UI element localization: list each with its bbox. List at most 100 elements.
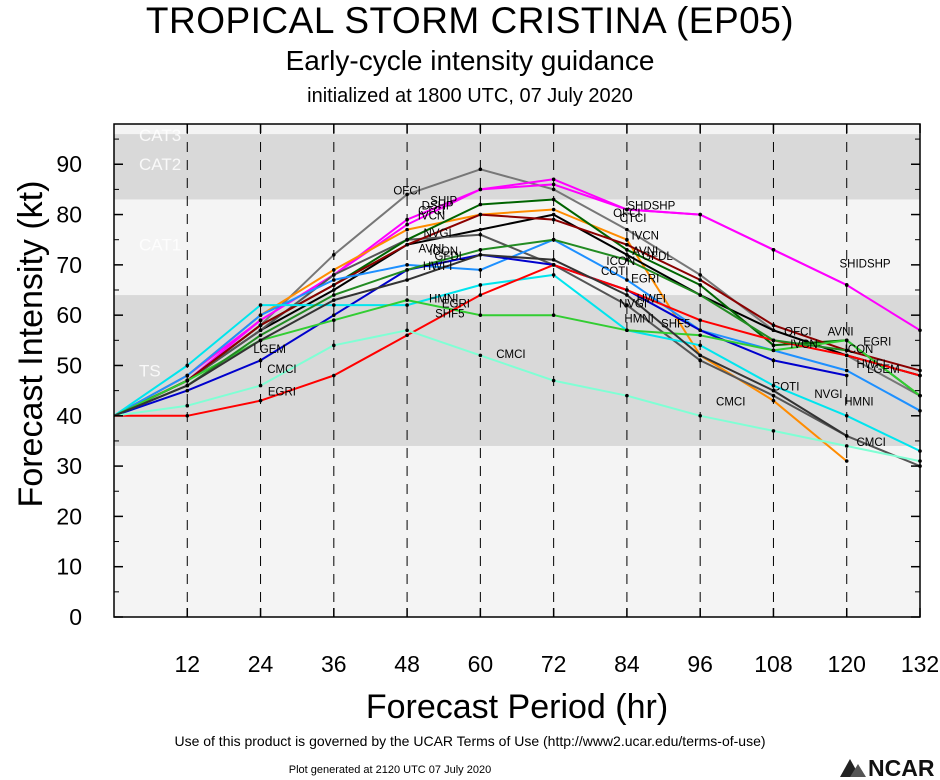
data-point-ship <box>258 318 263 322</box>
data-point-hmni <box>332 303 336 307</box>
data-point-coti <box>332 298 336 302</box>
data-point-hwfi <box>332 278 336 282</box>
data-point-nvgi <box>698 358 702 363</box>
data-point-shf5 <box>625 328 629 333</box>
x-tick-label: 12 <box>174 651 200 677</box>
data-point-hmni <box>185 363 190 368</box>
model-label-icon: ICON <box>429 246 458 258</box>
data-point-cmci <box>551 378 556 383</box>
y-tick-label: 90 <box>56 151 82 177</box>
category-band-cat3 <box>114 124 920 135</box>
data-point-hwfi <box>258 313 263 317</box>
data-point-dshp <box>405 222 409 227</box>
data-point-egri <box>478 293 483 297</box>
data-point-hmni <box>844 413 849 418</box>
y-tick-label: 20 <box>56 503 82 529</box>
data-point-shf5 <box>478 313 483 317</box>
data-point-icon <box>698 278 702 282</box>
model-label-cmci: CMCI <box>856 437 885 449</box>
y-axis-label: Forecast Intensity (kt) <box>12 181 50 508</box>
data-point-hmni <box>258 303 263 307</box>
x-tick-label: 72 <box>541 651 567 677</box>
model-label-lgem: LGEM <box>253 344 286 356</box>
data-point-ctci <box>551 207 556 212</box>
data-point-shf5 <box>332 318 336 322</box>
data-point-hmni <box>698 343 702 348</box>
data-point-gfdl <box>771 338 776 343</box>
data-point-icon <box>405 242 409 247</box>
series-line-hwfi <box>114 238 920 417</box>
data-point-nvgi <box>625 303 629 307</box>
data-point-lgem <box>698 328 702 333</box>
model-label-coti: COTI <box>601 266 628 278</box>
y-tick-label: 30 <box>56 453 82 479</box>
data-point-avni <box>698 283 702 287</box>
data-point-coti <box>625 293 629 297</box>
model-label-lgem: LGEM <box>867 364 900 376</box>
data-point-shf5 <box>185 378 190 383</box>
data-point-coti <box>771 388 776 393</box>
ncar-logo: NCAR <box>840 755 935 779</box>
data-point-coti <box>551 258 556 262</box>
model-label-egri: EGRI <box>863 336 891 348</box>
data-point-ship <box>478 187 483 192</box>
data-point-ctci <box>771 398 776 403</box>
model-label-gfdl: GFDL <box>642 251 673 263</box>
plot-frame <box>113 123 921 618</box>
data-point-cmci <box>405 328 409 333</box>
x-tick-label: 84 <box>614 651 640 677</box>
model-label-avni: AVNI <box>828 326 854 338</box>
model-label-hwfi: HWFI <box>856 359 885 371</box>
data-point-icon <box>332 283 336 287</box>
x-tick-label: 132 <box>901 651 939 677</box>
category-label-cat1: CAT1 <box>139 236 181 255</box>
model-label-nvgi: NVGI <box>424 228 452 240</box>
data-point-avni <box>405 237 409 242</box>
data-point-egri <box>258 398 263 403</box>
data-point-coti <box>844 434 849 438</box>
data-point-gfdl <box>332 293 336 297</box>
data-point-icon <box>771 323 776 328</box>
y-tick-label: 50 <box>56 352 82 378</box>
data-point-ivcn <box>332 288 336 292</box>
x-tick-label: 120 <box>828 651 866 677</box>
data-point-ofci <box>478 167 483 172</box>
data-point-ship <box>405 217 409 222</box>
data-point-coti <box>478 252 483 257</box>
data-point-cmci <box>332 343 336 348</box>
series-line-icon <box>114 213 920 417</box>
model-label-hmni: HMNI <box>429 294 458 306</box>
data-point-icon <box>551 217 556 222</box>
data-point-shf5 <box>698 333 702 338</box>
data-point-lgem <box>844 373 849 378</box>
data-point-hmni <box>771 383 776 388</box>
data-point-egri <box>185 413 190 418</box>
model-label-icon: ICON <box>606 256 635 268</box>
data-point-gfdl <box>698 293 702 297</box>
model-label-egri: EGRI <box>631 273 659 285</box>
data-point-ctci <box>844 459 849 463</box>
data-point-ship <box>771 247 776 252</box>
data-point-nvgi <box>258 328 263 333</box>
data-point-avni <box>771 343 776 348</box>
model-label-hwfi: HWFI <box>637 294 666 306</box>
y-tick-label: 70 <box>56 252 82 278</box>
data-point-gfdl <box>625 258 629 262</box>
data-point-gfdl <box>844 348 849 353</box>
data-point-icon <box>258 323 263 328</box>
model-label-egri: EGRI <box>268 387 296 399</box>
model-label-shdshp: SHDSHP <box>627 201 675 213</box>
data-point-ship <box>844 283 849 287</box>
data-point-lgem <box>771 358 776 363</box>
chart-subtitle: Early-cycle intensity guidance <box>285 45 655 76</box>
data-point-cmci <box>771 429 776 433</box>
model-label-ship: SHIP <box>430 195 457 207</box>
model-label-hmni: HMNI <box>844 397 873 409</box>
model-label-nvgi: NVGI <box>814 389 842 401</box>
model-label-cmci: CMCI <box>496 349 525 361</box>
model-label-hwfi: HWFI <box>423 261 452 273</box>
model-label-shidshp: SHIDSHP <box>839 258 890 270</box>
data-point-ctci <box>625 237 629 242</box>
data-point-gfdl <box>405 268 409 272</box>
plot-generated-time: Plot generated at 2120 UTC 07 July 2020 <box>288 764 492 776</box>
